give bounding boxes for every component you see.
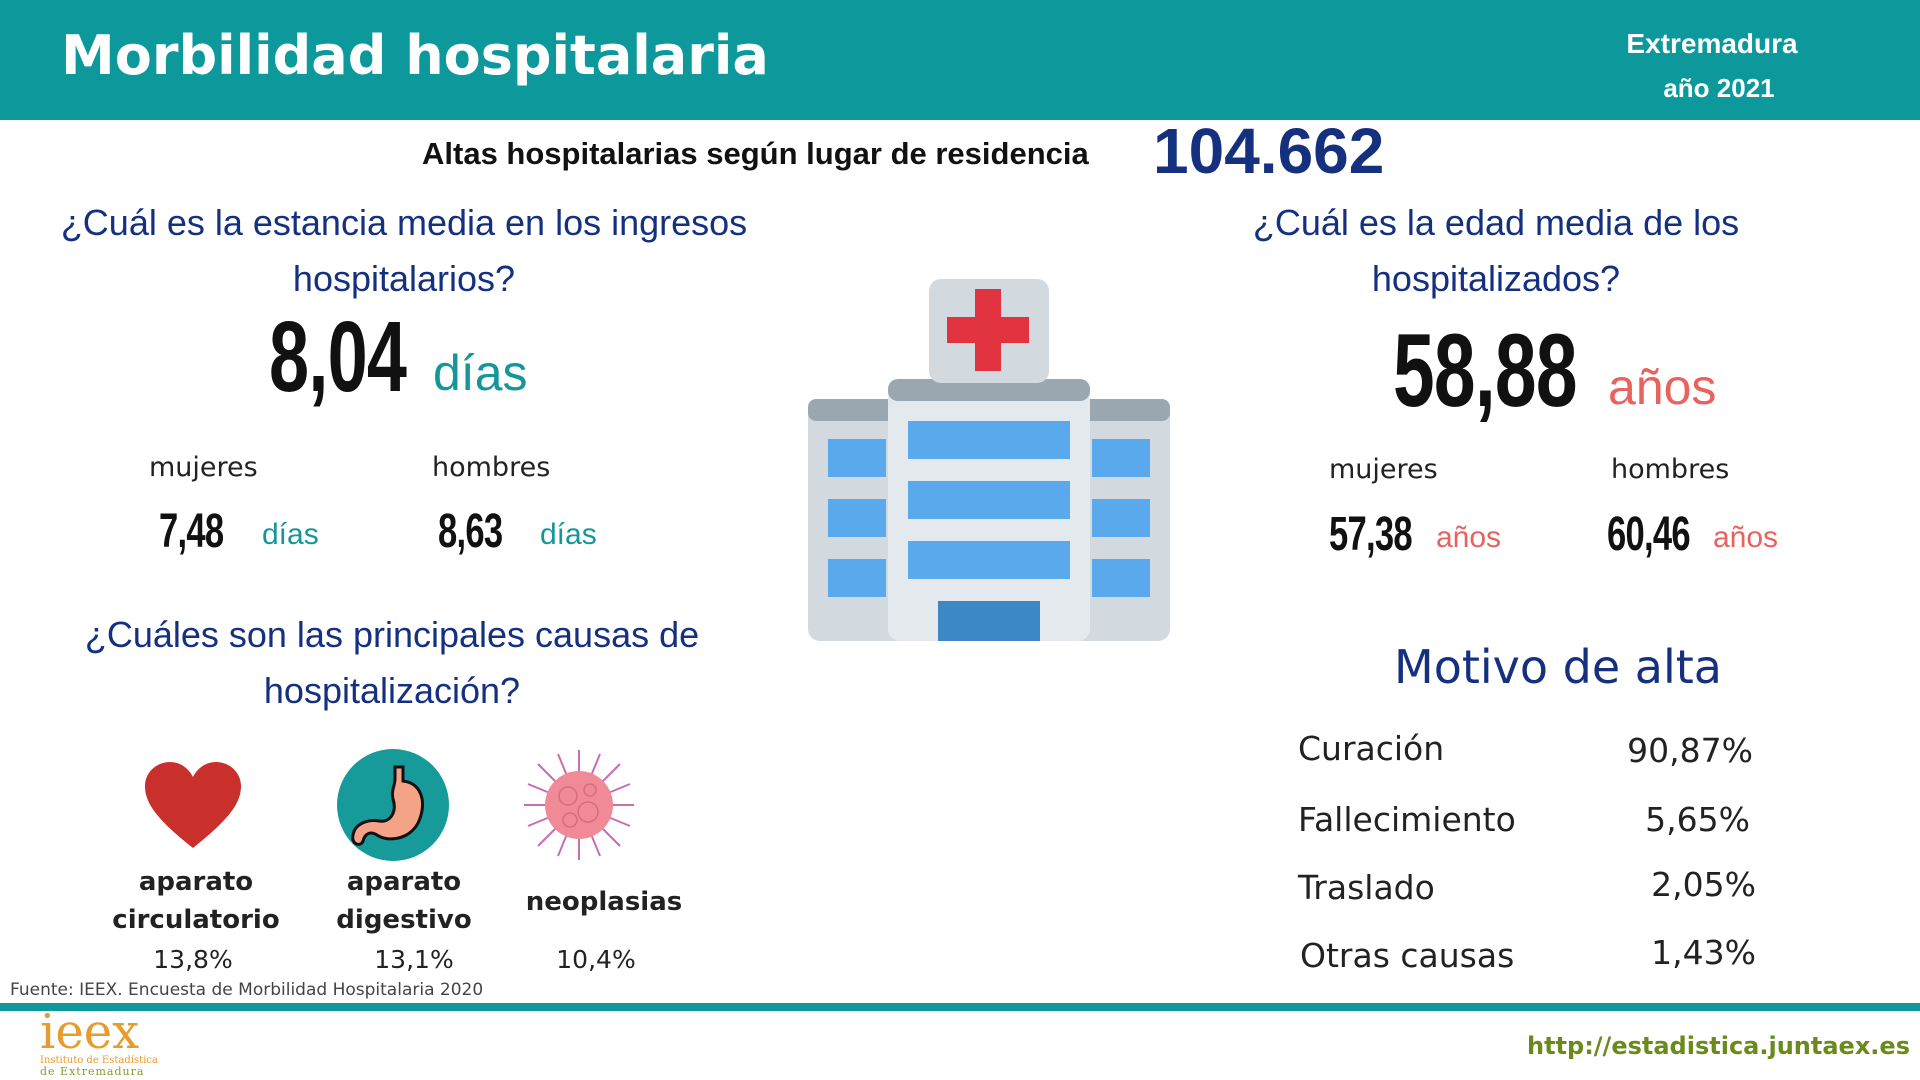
stomach-icon bbox=[337, 749, 449, 861]
estancia-question-line2: hospitalarios? bbox=[292, 258, 516, 299]
motivo-value-curacion: 90,87% bbox=[1627, 731, 1753, 770]
altas-label: Altas hospitalarias según lugar de resid… bbox=[422, 136, 1089, 171]
estancia-question: ¿Cuál es la estancia media en los ingres… bbox=[4, 202, 804, 300]
edad-value: 58,88 bbox=[1393, 313, 1578, 429]
cause-neoplasias-pct: 10,4% bbox=[556, 945, 636, 974]
cause-digestivo-pct: 13,1% bbox=[374, 945, 454, 974]
estancia-value: 8,04 bbox=[269, 301, 407, 413]
source-note: Fuente: IEEX. Encuesta de Morbilidad Hos… bbox=[10, 980, 484, 1000]
cancer-cell-icon bbox=[524, 750, 634, 860]
cause-label-line2: digestivo bbox=[336, 905, 472, 935]
causas-question: ¿Cuáles son las principales causas de ho… bbox=[0, 614, 792, 712]
motivo-title: Motivo de alta bbox=[1394, 640, 1722, 694]
cause-neoplasias-label: neoplasias bbox=[525, 887, 683, 917]
motivo-value-otras: 1,43% bbox=[1651, 933, 1756, 972]
cause-label-line1: aparato bbox=[138, 867, 254, 897]
cause-label-line2: circulatorio bbox=[112, 905, 280, 935]
motivo-label-curacion: Curación bbox=[1298, 729, 1445, 768]
cause-circulatorio-label: aparato circulatorio bbox=[96, 863, 296, 939]
estancia-men-value: 8,63 bbox=[438, 505, 503, 558]
estancia-men-label: hombres bbox=[432, 452, 551, 483]
edad-women-value: 57,38 bbox=[1329, 508, 1413, 561]
estancia-unit: días bbox=[433, 345, 528, 401]
causas-question-line1: ¿Cuáles son las principales causas de bbox=[84, 614, 700, 655]
causas-question-line2: hospitalización? bbox=[263, 670, 521, 711]
motivo-value-fallecimiento: 5,65% bbox=[1645, 800, 1750, 839]
website-link[interactable]: http://estadistica.juntaex.es bbox=[1526, 1032, 1910, 1060]
edad-men-unit: años bbox=[1713, 521, 1779, 554]
estancia-question-line1: ¿Cuál es la estancia media en los ingres… bbox=[60, 202, 748, 243]
footer-divider bbox=[0, 1003, 1920, 1011]
hospital-icon bbox=[808, 279, 1170, 641]
logo-subtitle-1: Instituto de Estadística bbox=[40, 1055, 158, 1066]
edad-unit: años bbox=[1608, 359, 1717, 415]
altas-value: 104.662 bbox=[1153, 115, 1385, 187]
edad-question-line2: hospitalizados? bbox=[1371, 258, 1621, 299]
logo-subtitle-2: de Extremadura bbox=[40, 1065, 145, 1078]
motivo-value-traslado: 2,05% bbox=[1651, 865, 1756, 904]
edad-men-value: 60,46 bbox=[1607, 508, 1691, 561]
cause-circulatorio-pct: 13,8% bbox=[153, 945, 233, 974]
edad-women-label: mujeres bbox=[1329, 454, 1438, 485]
edad-women-unit: años bbox=[1436, 521, 1502, 554]
year-label: año 2021 bbox=[1663, 73, 1775, 103]
estancia-men-unit: días bbox=[540, 518, 597, 551]
cause-label-line1: aparato bbox=[346, 867, 462, 897]
motivo-label-otras: Otras causas bbox=[1300, 936, 1515, 975]
cause-digestivo-label: aparato digestivo bbox=[304, 863, 504, 939]
header-bar bbox=[0, 0, 1920, 120]
estancia-women-unit: días bbox=[262, 518, 319, 551]
page-title: Morbilidad hospitalaria bbox=[61, 24, 769, 87]
estancia-women-value: 7,48 bbox=[159, 505, 224, 558]
edad-question-line1: ¿Cuál es la edad media de los bbox=[1252, 202, 1740, 243]
heart-icon bbox=[145, 762, 241, 848]
region-label: Extremadura bbox=[1626, 28, 1798, 59]
motivo-label-fallecimiento: Fallecimiento bbox=[1298, 800, 1516, 839]
ieex-logo: ieex Instituto de Estadística de Extrema… bbox=[40, 1008, 158, 1077]
edad-question: ¿Cuál es la edad media de los hospitaliz… bbox=[1096, 202, 1896, 300]
estancia-women-label: mujeres bbox=[149, 452, 258, 483]
logo-text: ieex bbox=[40, 1004, 140, 1060]
motivo-label-traslado: Traslado bbox=[1298, 868, 1435, 907]
edad-men-label: hombres bbox=[1611, 454, 1730, 485]
